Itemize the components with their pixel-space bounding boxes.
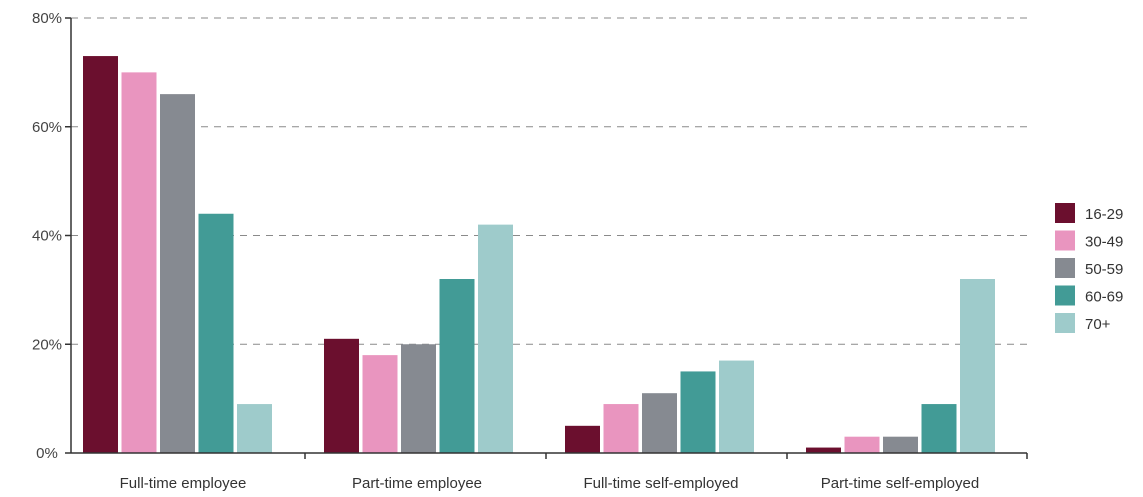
legend-label: 70+: [1085, 316, 1111, 333]
legend: 16-29 30-49 50-59 60-69 70+: [1055, 203, 1123, 333]
bar-30-49-4: [844, 436, 880, 453]
legend-label: 30-49: [1085, 234, 1123, 251]
category-label: Part-time employee: [352, 475, 482, 492]
bar-70+-1: [237, 404, 272, 453]
y-tick-label: 80%: [32, 10, 62, 27]
bar-16-29-4: [806, 447, 841, 453]
bar-60-69-2: [439, 279, 475, 453]
bar-50-59-3: [642, 393, 677, 453]
y-axis-tick-labels: 0% 20% 40% 60% 80%: [32, 10, 71, 462]
bar-30-49-2: [362, 355, 398, 453]
bar-50-59-1: [160, 94, 195, 453]
bar-60-69-4: [921, 404, 957, 453]
bar-50-59-4: [883, 436, 918, 453]
legend-label: 60-69: [1085, 289, 1123, 306]
bar-70+-3: [719, 360, 754, 453]
bars: [83, 56, 995, 453]
legend-swatch-60-69: [1055, 285, 1075, 306]
legend-swatch-30-49: [1055, 230, 1075, 251]
legend-swatch-50-59: [1055, 258, 1075, 278]
bar-16-29-3: [565, 425, 600, 453]
bar-70+-2: [478, 224, 513, 453]
legend-swatch-70+: [1055, 313, 1075, 333]
legend-label: 16-29: [1085, 206, 1123, 223]
x-axis-category-labels: Full-time employee Part-time employee Full…: [120, 475, 980, 492]
legend-label: 50-59: [1085, 261, 1123, 278]
bar-60-69-3: [680, 371, 716, 453]
y-tick-label: 0%: [36, 445, 58, 462]
category-label: Full-time self-employed: [583, 475, 738, 492]
y-tick-label: 40%: [32, 228, 62, 245]
bar-70+-4: [960, 279, 995, 453]
bar-60-69-1: [198, 213, 234, 453]
category-label: Part-time self-employed: [821, 475, 979, 492]
bar-30-49-3: [603, 404, 639, 453]
y-tick-label: 20%: [32, 336, 62, 353]
bar-50-59-2: [401, 344, 436, 453]
category-label: Full-time employee: [120, 475, 247, 492]
bar-30-49-1: [121, 72, 157, 453]
bar-16-29-1: [83, 56, 118, 453]
bar-16-29-2: [324, 338, 359, 453]
legend-swatch-16-29: [1055, 203, 1075, 223]
y-tick-label: 60%: [32, 119, 62, 136]
